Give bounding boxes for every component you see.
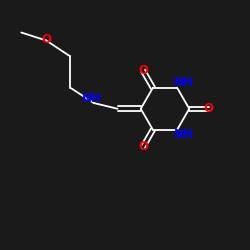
Text: NH: NH [174,128,193,141]
Text: NH: NH [82,92,102,105]
Text: O: O [41,33,51,46]
Text: NH: NH [174,76,193,89]
Text: O: O [204,102,214,115]
Text: O: O [138,140,148,153]
Text: O: O [138,64,148,77]
